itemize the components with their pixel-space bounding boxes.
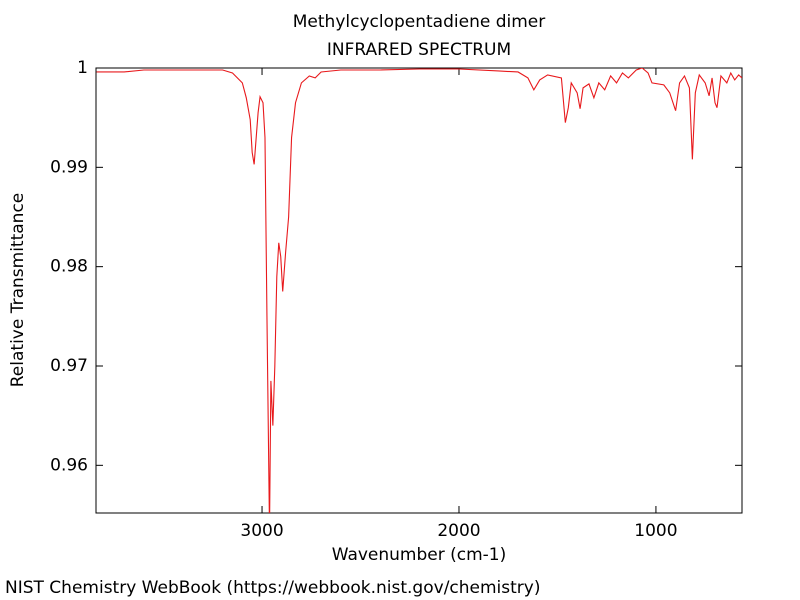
y-tick-label: 0.99 <box>50 157 88 177</box>
spectrum-line <box>96 68 742 513</box>
plot-frame <box>95 67 743 514</box>
x-axis-label: Wavenumber (cm-1) <box>332 545 507 565</box>
x-tick-label: 3000 <box>240 521 283 541</box>
chart-title: Methylcyclopentadiene dimer <box>293 12 545 32</box>
x-tick-label: 2000 <box>437 521 480 541</box>
y-axis-label: Relative Transmittance <box>8 193 28 388</box>
source-note: NIST Chemistry WebBook (https://webbook.… <box>5 578 540 598</box>
chart-subtitle: INFRARED SPECTRUM <box>327 40 511 60</box>
y-tick-label: 0.98 <box>50 257 88 277</box>
y-tick-label: 0.97 <box>50 356 88 376</box>
x-tick-label: 1000 <box>634 521 677 541</box>
y-tick-label: 1 <box>77 58 88 78</box>
y-tick-label: 0.96 <box>50 455 88 475</box>
